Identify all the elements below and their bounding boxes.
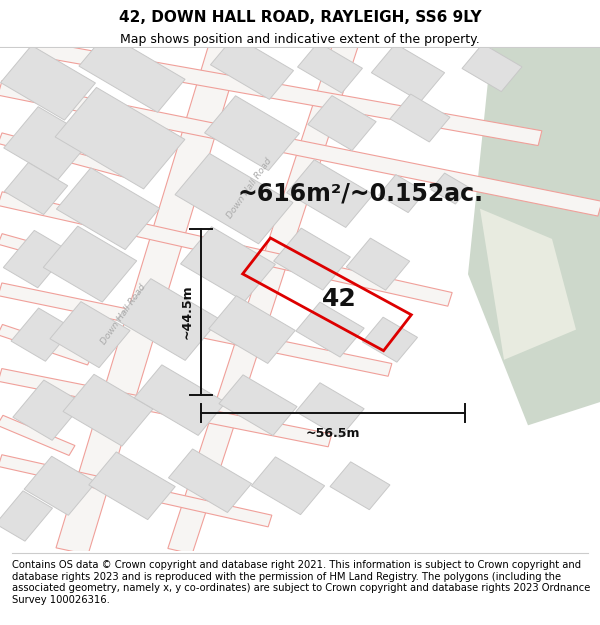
Text: 42: 42 — [322, 288, 356, 311]
Polygon shape — [43, 226, 137, 302]
Polygon shape — [56, 34, 244, 554]
Polygon shape — [134, 365, 226, 436]
Polygon shape — [4, 107, 92, 180]
Polygon shape — [4, 162, 68, 214]
Polygon shape — [13, 380, 83, 441]
Polygon shape — [1, 46, 95, 120]
Polygon shape — [296, 302, 364, 357]
Polygon shape — [209, 296, 295, 364]
Text: Down Hall Road: Down Hall Road — [225, 157, 273, 221]
Polygon shape — [4, 231, 68, 288]
Polygon shape — [274, 228, 350, 290]
Text: Contains OS data © Crown copyright and database right 2021. This information is : Contains OS data © Crown copyright and d… — [12, 560, 590, 605]
Text: ~44.5m: ~44.5m — [181, 284, 194, 339]
Polygon shape — [205, 96, 299, 171]
Polygon shape — [480, 209, 576, 360]
Polygon shape — [298, 42, 362, 93]
Polygon shape — [346, 238, 410, 290]
Polygon shape — [79, 33, 185, 112]
Polygon shape — [462, 44, 522, 92]
Polygon shape — [468, 42, 600, 425]
Polygon shape — [169, 449, 251, 512]
Text: 42, DOWN HALL ROAD, RAYLEIGH, SS6 9LY: 42, DOWN HALL ROAD, RAYLEIGH, SS6 9LY — [119, 9, 481, 24]
Polygon shape — [50, 302, 130, 368]
Polygon shape — [11, 308, 73, 361]
Polygon shape — [330, 462, 390, 510]
Polygon shape — [431, 173, 469, 204]
Polygon shape — [0, 283, 392, 376]
Polygon shape — [287, 160, 373, 228]
Polygon shape — [168, 34, 360, 554]
Polygon shape — [390, 94, 450, 142]
Polygon shape — [181, 227, 275, 301]
Polygon shape — [116, 279, 220, 361]
Polygon shape — [56, 168, 160, 249]
Polygon shape — [28, 40, 542, 146]
Polygon shape — [362, 317, 418, 362]
Polygon shape — [0, 81, 600, 216]
Polygon shape — [211, 36, 293, 99]
Polygon shape — [308, 96, 376, 151]
Polygon shape — [219, 375, 297, 436]
Polygon shape — [24, 456, 96, 515]
Polygon shape — [0, 192, 452, 306]
Polygon shape — [0, 234, 110, 274]
Polygon shape — [0, 491, 53, 541]
Polygon shape — [0, 324, 92, 365]
Polygon shape — [89, 452, 175, 519]
Polygon shape — [0, 369, 332, 447]
Polygon shape — [0, 455, 272, 527]
Polygon shape — [63, 374, 153, 446]
Polygon shape — [175, 153, 293, 244]
Polygon shape — [55, 88, 185, 189]
Polygon shape — [0, 416, 75, 456]
Polygon shape — [0, 133, 134, 179]
Polygon shape — [371, 44, 445, 102]
Polygon shape — [296, 382, 364, 438]
Polygon shape — [251, 457, 325, 514]
Text: Down Hall Road: Down Hall Road — [99, 282, 147, 346]
Text: ~616m²/~0.152ac.: ~616m²/~0.152ac. — [237, 182, 483, 206]
Polygon shape — [379, 174, 425, 213]
Text: Map shows position and indicative extent of the property.: Map shows position and indicative extent… — [120, 33, 480, 46]
Text: ~56.5m: ~56.5m — [306, 427, 360, 440]
